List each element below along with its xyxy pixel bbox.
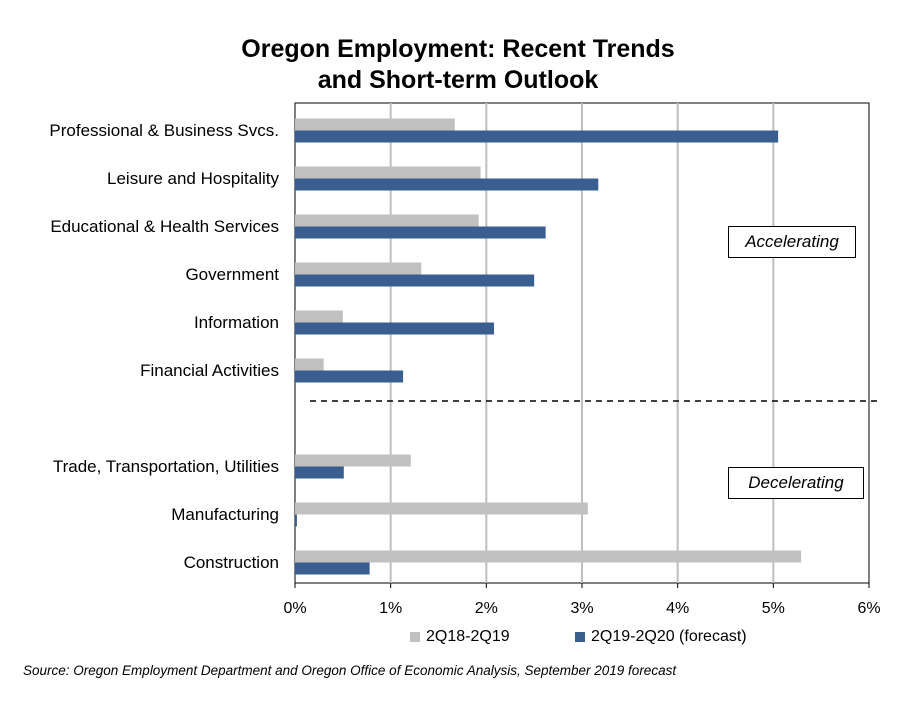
x-tick-label: 6% <box>857 600 880 617</box>
bar-series2 <box>295 322 494 335</box>
source-note: Source: Oregon Employment Department and… <box>23 663 677 678</box>
bar-series1 <box>295 502 588 515</box>
category-label: Educational & Health Services <box>50 217 279 236</box>
x-tick-label: 3% <box>570 600 593 617</box>
legend-swatch-series2 <box>575 632 585 642</box>
x-tick-label: 4% <box>666 600 689 617</box>
category-label: Manufacturing <box>171 505 279 524</box>
bar-series2 <box>295 514 297 527</box>
category-label: Construction <box>184 553 279 572</box>
bar-series2 <box>295 226 546 239</box>
x-tick-label: 1% <box>379 600 402 617</box>
x-tick-label: 0% <box>283 600 306 617</box>
category-label: Professional & Business Svcs. <box>49 121 279 140</box>
chart-title-line1: Oregon Employment: Recent Trends <box>241 35 675 63</box>
bar-series1 <box>295 166 481 179</box>
bar-series2 <box>295 370 404 383</box>
bar-series2 <box>295 178 599 191</box>
legend-item-series2: 2Q19-2Q20 (forecast) <box>575 628 747 646</box>
legend-label-series1: 2Q18-2Q19 <box>426 628 510 645</box>
bar-series1 <box>295 358 324 371</box>
bar-series2 <box>295 466 344 479</box>
chart-title-line2: and Short-term Outlook <box>317 66 599 94</box>
category-label: Information <box>194 313 279 332</box>
bar-series1 <box>295 118 455 131</box>
accelerating-label: Accelerating <box>728 226 856 258</box>
bar-series2 <box>295 274 535 287</box>
x-tick-label: 5% <box>762 600 785 617</box>
bar-series1 <box>295 262 422 275</box>
legend-label-series2: 2Q19-2Q20 (forecast) <box>591 628 747 645</box>
bar-series1 <box>295 454 411 467</box>
category-label: Financial Activities <box>140 361 279 380</box>
bar-series1 <box>295 550 802 563</box>
category-label: Trade, Transportation, Utilities <box>53 457 279 476</box>
bar-series2 <box>295 130 779 143</box>
category-label: Leisure and Hospitality <box>107 169 279 188</box>
legend-swatch-series1 <box>410 632 420 642</box>
decelerating-label: Decelerating <box>728 467 864 499</box>
bar-series1 <box>295 214 479 227</box>
bar-series2 <box>295 562 370 575</box>
x-tick-label: 2% <box>475 600 498 617</box>
legend-item-series1: 2Q18-2Q19 <box>410 628 510 646</box>
bar-series1 <box>295 310 343 323</box>
category-label: Government <box>185 265 279 284</box>
